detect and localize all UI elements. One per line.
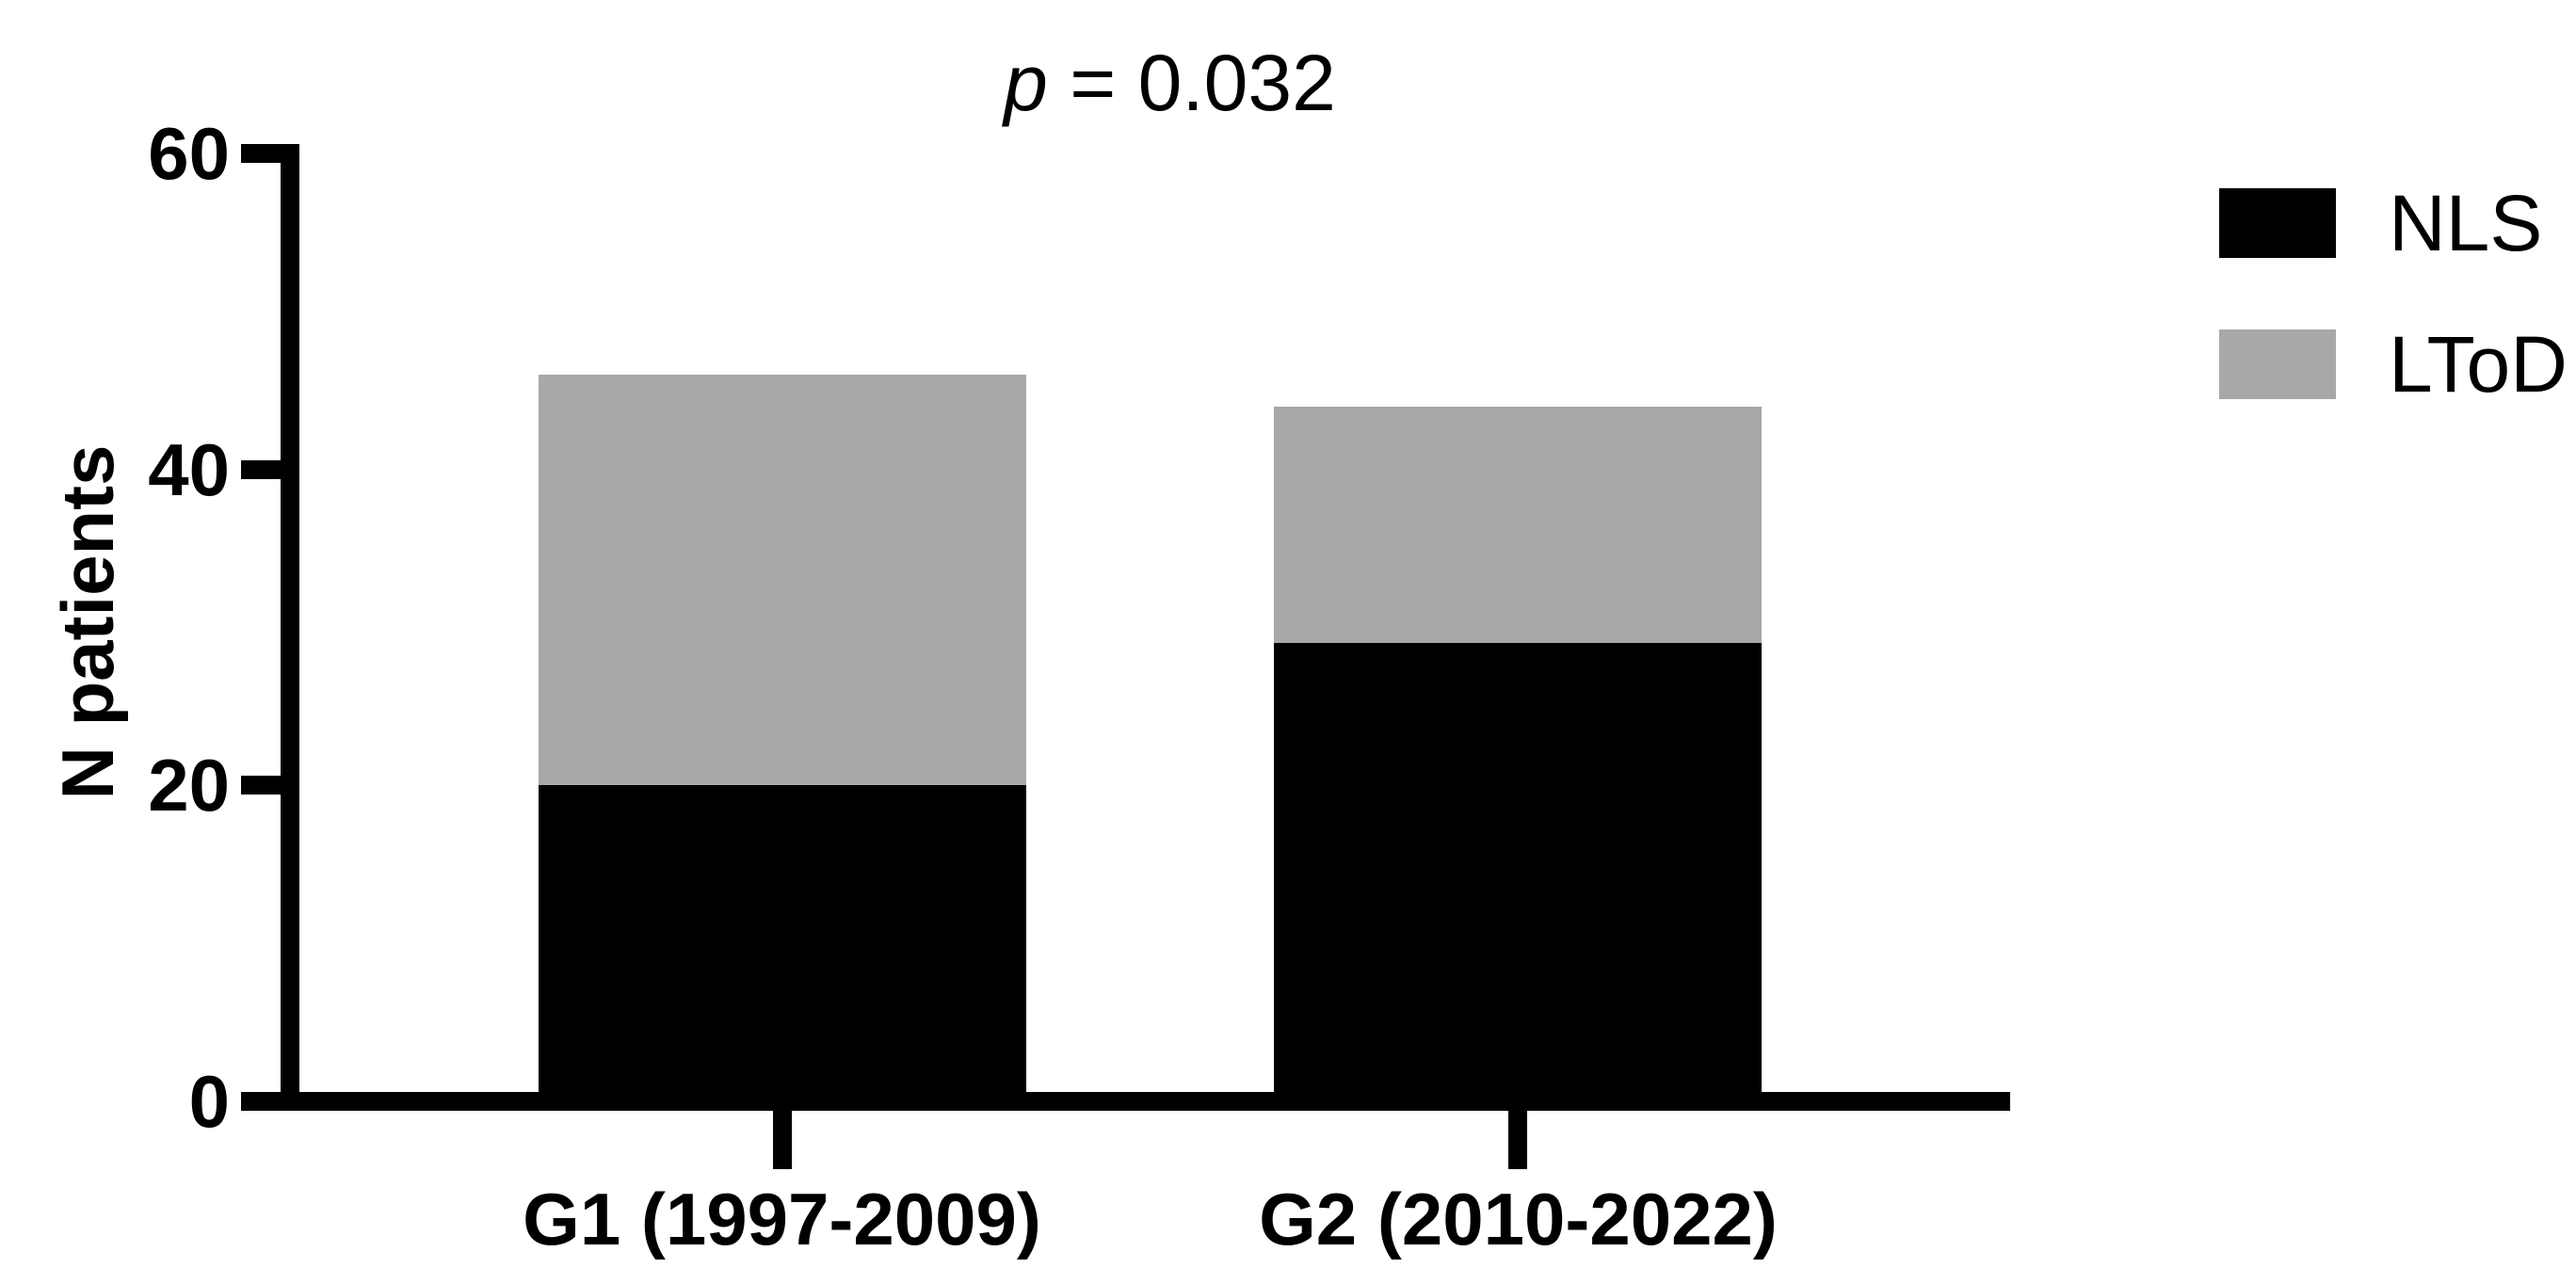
x-axis-tick-g2 (1508, 1111, 1528, 1169)
p-value-text: = 0.032 (1047, 39, 1336, 127)
y-axis-tick-20 (241, 776, 281, 795)
y-axis-line (281, 144, 299, 1111)
bar-segment-nls-g1 (538, 785, 1026, 1101)
bar-segment-ltod-g2 (1274, 406, 1763, 644)
bar-column-g1: G1 (1997-2009) (523, 153, 1041, 1260)
y-tick-label-40: 40 (148, 427, 230, 511)
plot-area: 0 20 40 60 G1 (1997-2009) G2 (2010-2022) (148, 117, 2010, 1260)
y-tick-label-20: 20 (148, 744, 230, 827)
y-axis-title: N patients (46, 444, 129, 800)
y-tick-label-0: 0 (188, 1060, 230, 1143)
ltod-label: LToD (2389, 320, 2568, 409)
bar-segment-nls-g2 (1274, 643, 1763, 1101)
legend-item-ltod: LToD (2219, 325, 2568, 404)
legend-item-nls: NLS (2219, 184, 2568, 263)
bar-column-g2: G2 (2010-2022) (1259, 153, 1778, 1260)
ltod-swatch (2219, 329, 2336, 399)
x-axis-tick-g1 (772, 1111, 792, 1169)
y-axis-tick-40 (241, 459, 281, 479)
chart-title: p = 0.032 (290, 40, 2010, 126)
y-tick-label-60: 60 (148, 112, 230, 195)
x-category-label-g2: G2 (2010-2022) (1259, 1178, 1778, 1260)
nls-label: NLS (2389, 179, 2543, 267)
x-category-label-g1: G1 (1997-2009) (523, 1178, 1041, 1260)
nls-swatch (2219, 188, 2336, 258)
bar-segment-ltod-g1 (538, 374, 1026, 786)
p-value-symbol: p (1004, 39, 1048, 127)
legend: NLS LToD (2219, 184, 2568, 466)
y-axis-tick-60 (241, 144, 281, 163)
